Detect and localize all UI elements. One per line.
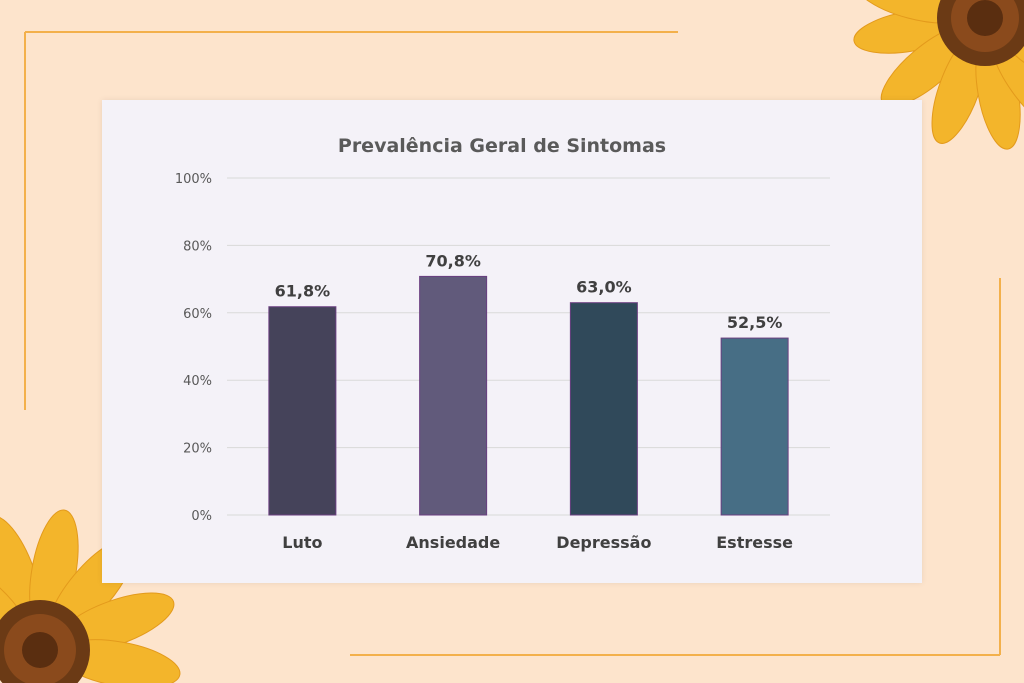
y-tick-label: 60%	[183, 307, 212, 322]
bar-depressão	[569, 302, 638, 516]
y-tick-label: 40%	[183, 374, 212, 389]
value-label: 70,8%	[425, 251, 481, 270]
value-label: 52,5%	[727, 313, 783, 332]
bar-ansiedade	[419, 275, 488, 516]
chart-card: Prevalência Geral de Sintomas 0% 20% 40% 60…	[102, 100, 922, 583]
bar-chart: Prevalência Geral de Sintomas 0% 20% 40% 60…	[175, 135, 830, 552]
y-tick-label: 0%	[191, 509, 212, 524]
sunflower-top-right-icon	[853, 0, 1024, 150]
value-labels: 61,8% 70,8% 63,0% 52,5%	[275, 251, 783, 332]
bars	[268, 275, 789, 516]
x-axis-ticks: Luto Ansiedade Depressão Estresse	[282, 533, 793, 552]
x-tick-label: Luto	[282, 533, 322, 552]
y-axis-ticks: 0% 20% 40% 60% 80% 100%	[175, 172, 212, 524]
y-tick-label: 20%	[183, 442, 212, 457]
value-label: 61,8%	[275, 282, 331, 301]
value-label: 63,0%	[576, 278, 632, 297]
y-tick-label: 100%	[175, 172, 212, 187]
chart-title: Prevalência Geral de Sintomas	[338, 135, 666, 157]
x-tick-label: Ansiedade	[406, 533, 500, 552]
bar-estresse	[720, 337, 789, 516]
sunflower-bottom-left-icon	[0, 509, 181, 683]
x-tick-label: Estresse	[716, 533, 793, 552]
y-tick-label: 80%	[183, 239, 212, 254]
bar-luto	[268, 306, 337, 516]
frame-lines	[24, 31, 1001, 656]
x-tick-label: Depressão	[556, 533, 651, 552]
